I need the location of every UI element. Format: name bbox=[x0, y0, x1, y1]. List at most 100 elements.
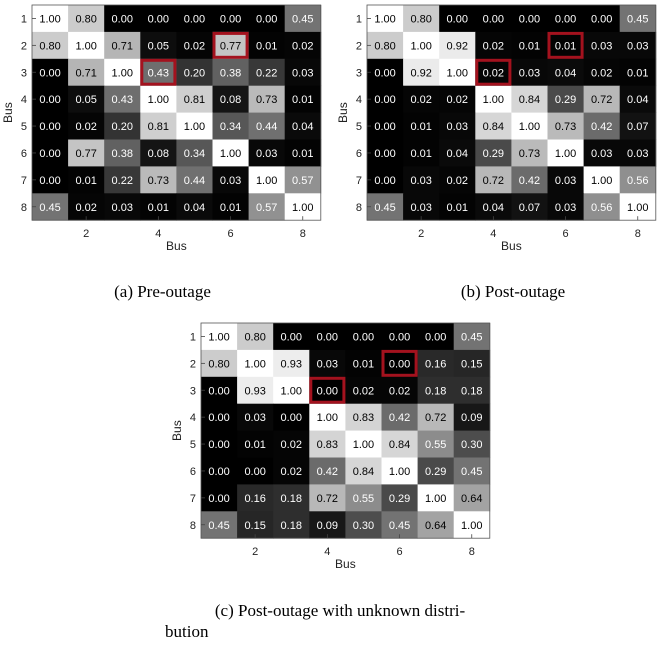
cell-value-label: 0.02 bbox=[410, 94, 431, 106]
heatmap-cell bbox=[367, 193, 404, 221]
cell-value-label: 1.00 bbox=[208, 331, 229, 343]
cell-value-label: 0.04 bbox=[627, 94, 648, 106]
heatmap-cell bbox=[201, 349, 238, 378]
cell-value-label: 0.01 bbox=[256, 40, 277, 52]
cell-value-label: 0.03 bbox=[256, 148, 277, 160]
heatmap-cell bbox=[212, 85, 249, 113]
heatmap-cell bbox=[439, 5, 476, 33]
heatmap-cell bbox=[248, 166, 286, 194]
y-axis-label: Bus bbox=[170, 420, 184, 441]
heatmap-panel-2: 1.00 0.80 0.00 0.00 0.00 0.00 0.00 0.45 0.80 1.00… bbox=[336, 4, 657, 253]
heatmap-cell bbox=[176, 85, 213, 113]
cell-value-label: 0.03 bbox=[627, 148, 648, 160]
heatmap-cell bbox=[345, 484, 382, 512]
y-tick-label: 6 bbox=[21, 148, 27, 160]
cell-value-label: 0.42 bbox=[519, 175, 540, 187]
heatmap-cell bbox=[284, 193, 322, 221]
heatmap-cell bbox=[417, 511, 455, 539]
heatmap-cell bbox=[212, 193, 249, 221]
y-tick-label: 4 bbox=[190, 412, 196, 424]
cell-value-label: 0.55 bbox=[353, 493, 374, 505]
caption-c-line-2: bution bbox=[165, 622, 209, 641]
heatmap-cell bbox=[417, 403, 455, 431]
heatmap-cell bbox=[32, 5, 69, 33]
heatmap-cell bbox=[212, 31, 249, 60]
cell-value-label: 0.45 bbox=[39, 202, 60, 214]
cell-value-label: 0.02 bbox=[281, 466, 302, 478]
cell-value-label: 0.92 bbox=[410, 67, 431, 79]
cell-value-label: 0.45 bbox=[389, 520, 410, 532]
cell-value-label: 0.07 bbox=[519, 202, 540, 214]
cell-value-label: 0.57 bbox=[292, 175, 313, 187]
cell-value-label: 1.00 bbox=[148, 94, 169, 106]
heatmap-cell bbox=[176, 58, 213, 87]
heatmap-cell bbox=[104, 166, 141, 194]
heatmap-cell bbox=[511, 58, 548, 87]
heatmap-cell bbox=[345, 323, 382, 351]
heatmap-cell bbox=[201, 457, 238, 485]
cell-value-label: 0.43 bbox=[112, 94, 133, 106]
heatmap-cell bbox=[453, 349, 491, 378]
heatmap-cell bbox=[140, 85, 177, 113]
heatmap-cell bbox=[619, 31, 657, 60]
heatmap-cell bbox=[68, 112, 105, 140]
heatmap-cell bbox=[212, 166, 249, 194]
heatmap-cell bbox=[140, 112, 177, 140]
cell-value-label: 1.00 bbox=[353, 439, 374, 451]
heatmap-cell bbox=[237, 376, 274, 405]
cell-value-label: 0.00 bbox=[39, 175, 60, 187]
heatmap-cell bbox=[104, 31, 141, 60]
highlight-box bbox=[547, 31, 584, 59]
heatmap-cell bbox=[453, 484, 491, 512]
heatmap-cell bbox=[475, 58, 512, 87]
cell-value-label: 0.01 bbox=[148, 202, 169, 214]
heatmap-cell bbox=[439, 31, 476, 60]
cell-value-label: 0.34 bbox=[220, 121, 241, 133]
heatmap-cell bbox=[381, 349, 418, 378]
heatmap-cell bbox=[32, 112, 69, 140]
cell-value-label: 0.64 bbox=[425, 520, 446, 532]
cell-value-label: 1.00 bbox=[39, 13, 60, 25]
cell-value-label: 0.00 bbox=[39, 121, 60, 133]
heatmap-cell bbox=[176, 112, 213, 140]
cell-value-label: 0.01 bbox=[410, 121, 431, 133]
heatmap-cell bbox=[417, 376, 455, 405]
heatmap-cell bbox=[284, 112, 322, 140]
cell-value-label: 1.00 bbox=[425, 493, 446, 505]
heatmap-cell bbox=[273, 457, 310, 485]
cell-value-label: 0.01 bbox=[220, 202, 241, 214]
heatmap-cell bbox=[237, 511, 274, 539]
caption-b: (b) Post-outage bbox=[460, 282, 566, 301]
cell-value-label: 0.80 bbox=[374, 40, 395, 52]
cell-value-label: 0.42 bbox=[317, 466, 338, 478]
x-tick-label: 4 bbox=[324, 546, 330, 558]
heatmap-cell bbox=[32, 58, 69, 87]
cell-value-label: 0.00 bbox=[353, 331, 374, 343]
heatmap-cell bbox=[176, 5, 213, 33]
heatmap-cell bbox=[381, 403, 418, 431]
cell-value-label: 0.02 bbox=[281, 439, 302, 451]
heatmap-cell bbox=[619, 112, 657, 140]
heatmap-cell bbox=[284, 31, 322, 60]
highlight-box bbox=[212, 31, 249, 59]
heatmap-cell bbox=[201, 484, 238, 512]
heatmap-cell bbox=[248, 85, 286, 113]
heatmap-cell bbox=[68, 58, 105, 87]
heatmap-cell bbox=[212, 5, 249, 33]
heatmap-panel-1: 1.00 0.80 0.00 0.00 0.00 0.00 0.00 0.45 0.80 1.00… bbox=[1, 4, 322, 253]
heatmap-cell bbox=[140, 193, 177, 221]
cell-value-label: 0.34 bbox=[184, 148, 205, 160]
heatmap-cell bbox=[475, 166, 512, 194]
heatmap-cell bbox=[619, 139, 657, 167]
cell-value-label: 0.38 bbox=[220, 67, 241, 79]
cell-value-label: 0.55 bbox=[425, 439, 446, 451]
cell-value-label: 0.20 bbox=[184, 67, 205, 79]
heatmap-cell bbox=[68, 139, 105, 167]
heatmap-cell bbox=[212, 139, 249, 167]
cell-value-label: 0.84 bbox=[483, 121, 504, 133]
cell-value-label: 0.77 bbox=[75, 148, 96, 160]
heatmap-cell bbox=[453, 376, 491, 405]
cell-value-label: 0.20 bbox=[112, 121, 133, 133]
x-tick-label: 2 bbox=[252, 546, 258, 558]
heatmap-cell bbox=[309, 457, 346, 485]
